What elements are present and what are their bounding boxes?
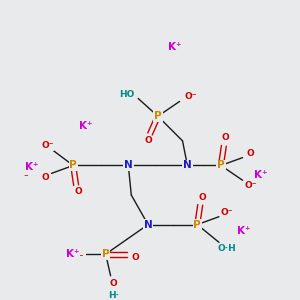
Text: P: P [69, 160, 77, 170]
Text: O·H: O·H [218, 244, 236, 253]
Text: K⁺: K⁺ [237, 226, 250, 236]
Text: O: O [247, 149, 254, 158]
Text: H: H [260, 173, 268, 182]
Text: O: O [42, 173, 50, 182]
Text: O: O [144, 136, 152, 146]
Text: N: N [144, 220, 152, 230]
Text: O: O [110, 279, 117, 288]
Text: O⁻: O⁻ [184, 92, 196, 101]
Text: K⁺: K⁺ [79, 121, 93, 131]
Text: HO: HO [119, 90, 134, 99]
Text: P: P [194, 220, 201, 230]
Text: O⁻: O⁻ [41, 141, 54, 150]
Text: K⁺: K⁺ [25, 163, 39, 172]
Text: O⁻: O⁻ [220, 208, 233, 217]
Text: N: N [124, 160, 133, 170]
Text: P: P [154, 111, 162, 121]
Text: K⁺: K⁺ [254, 170, 267, 180]
Text: ⁻: ⁻ [23, 173, 28, 182]
Text: O⁻: O⁻ [72, 253, 84, 262]
Text: O: O [198, 193, 206, 202]
Text: N: N [183, 160, 192, 170]
Text: P: P [217, 160, 225, 170]
Text: O⁻: O⁻ [244, 181, 257, 190]
Text: O: O [131, 253, 139, 262]
Text: K⁺: K⁺ [66, 249, 80, 259]
Text: H·: H· [108, 291, 119, 300]
Text: K⁺: K⁺ [168, 42, 182, 52]
Text: P: P [102, 249, 110, 259]
Text: O: O [74, 187, 82, 196]
Text: O: O [222, 134, 230, 142]
